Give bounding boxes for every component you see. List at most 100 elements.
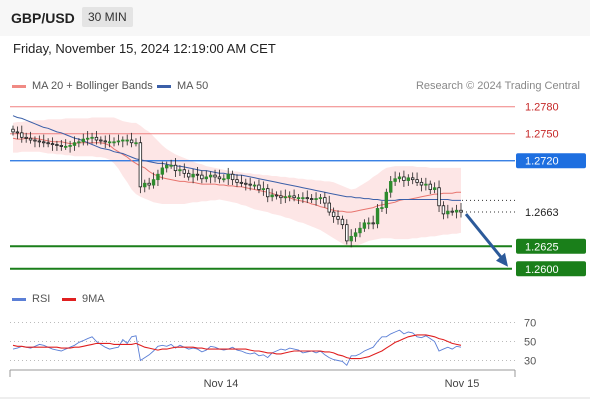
candle [222,174,226,183]
candle-body [204,176,208,180]
candle [173,158,178,177]
candle [195,167,200,181]
candle [160,161,165,180]
candle [81,133,85,146]
candle [129,132,134,148]
candle-body [169,164,173,167]
candle-body [195,173,200,176]
candle-body [257,184,261,190]
candle [125,134,129,146]
candle [340,215,345,230]
candle-body [37,140,42,143]
candle-body [182,169,186,174]
candle [261,181,266,196]
candle-body [24,136,28,139]
rsi-ma-swatch [62,297,76,301]
candle-body [252,184,257,187]
candle [72,136,77,151]
candle [314,192,318,206]
candle [59,140,64,151]
candle-body [318,197,323,200]
candle-body [309,198,314,200]
candle [85,131,90,146]
candle [288,191,292,202]
candle [331,207,336,223]
candle-body [331,211,336,217]
top-bar: GBP/USD 30 MIN [0,0,590,36]
candle-body [402,176,406,181]
level-label-1.2720: 1.2720 [525,156,559,168]
candle [11,125,15,136]
x-tick-label: Nov 14 [204,378,239,390]
candle [345,219,349,245]
candle-body [340,218,345,226]
candle [437,180,441,213]
candle-body [266,188,270,198]
candle-body [419,181,424,186]
candle-body [248,183,252,186]
candle-body [261,188,266,191]
candle-body [138,142,143,188]
candle-body [274,194,279,197]
candle-body [424,183,428,186]
candle [402,170,406,187]
candle-body [33,139,37,142]
candle-body [208,174,213,178]
candle [244,178,248,191]
candle-body [213,174,217,178]
candle [20,125,24,143]
rsi-panel: 30 50 70 [10,318,536,368]
candle-body [415,179,419,183]
candle-body [116,140,121,143]
candle [406,174,410,186]
candle-body [85,137,90,140]
candle-body [371,222,375,225]
candle-body [15,131,20,134]
candle [266,184,270,203]
candle-body [230,173,235,181]
level-label-box-1.2720 [516,153,586,169]
candle-body [72,142,77,146]
candle-body [147,182,151,186]
candle [94,131,99,145]
candle-body [112,141,116,144]
candle-body [226,173,230,180]
level-label-box-1.2600 [516,261,586,277]
candle-body [406,177,410,181]
candle [353,228,358,242]
candle [441,201,446,220]
rsi-line [12,329,462,367]
candle-body [11,128,15,133]
candle-body [200,174,204,180]
candle [296,194,301,204]
candle-body [125,139,129,142]
candle-body [165,164,169,169]
candle-body [358,227,362,234]
timeframe-badge[interactable]: 30 MIN [82,7,133,27]
candle [156,169,160,186]
candle-body [428,183,432,190]
candle-body [134,142,138,145]
candle-body [362,222,367,229]
candle [301,192,305,204]
candle-body [345,224,349,242]
candle-body [432,187,437,190]
candle-body [28,137,33,141]
candle [336,210,340,225]
candle-body [393,178,397,182]
rsi-ma-line [12,334,462,360]
level-label-1.2750: 1.2750 [525,129,559,141]
candle [410,172,415,185]
candle [204,170,208,183]
candle-body [42,141,46,144]
candle-body [64,145,68,148]
candle-body [305,197,309,200]
candle-body [437,187,441,207]
candle-body [129,139,134,144]
candle [327,195,331,216]
forecast-arrow [464,213,506,262]
candle-body [191,173,195,178]
x-axis: Nov 14 Nov 15 [9,369,516,390]
candle-body [55,144,59,146]
